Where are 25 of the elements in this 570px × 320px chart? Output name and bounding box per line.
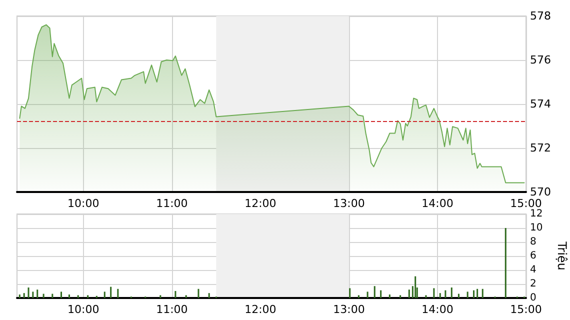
x-tick-label: 11:00 <box>156 197 188 210</box>
y-tick-label: 574 <box>530 98 551 110</box>
y-axis-title: Triệu <box>555 240 569 270</box>
y-tick-label: 572 <box>530 142 551 154</box>
x-tick-label: 14:00 <box>422 197 454 210</box>
y-tick-label: 576 <box>530 54 551 66</box>
x-tick-label: 13:00 <box>333 197 365 210</box>
x-tick-label: 10:00 <box>68 303 100 316</box>
y-tick-label: 570 <box>530 186 551 198</box>
x-tick-label: 11:00 <box>156 303 188 316</box>
y-tick-label: 4 <box>530 264 536 276</box>
y-tick-label: 8 <box>530 236 536 248</box>
y-tick-label: 12 <box>530 208 543 220</box>
x-tick-label: 15:00 <box>510 303 542 316</box>
x-tick-label: 15:00 <box>510 197 542 210</box>
x-tick-label: 13:00 <box>333 303 365 316</box>
x-tick-label: 12:00 <box>244 197 276 210</box>
x-tick-label: 14:00 <box>422 303 454 316</box>
y-tick-label: 0 <box>530 292 536 304</box>
y-tick-label: 2 <box>530 278 536 290</box>
x-tick-label: 12:00 <box>244 303 276 316</box>
y-tick-label: 578 <box>530 10 551 22</box>
x-tick-label: 10:00 <box>68 197 100 210</box>
y-tick-label: 6 <box>530 250 536 262</box>
y-tick-label: 10 <box>530 222 543 234</box>
